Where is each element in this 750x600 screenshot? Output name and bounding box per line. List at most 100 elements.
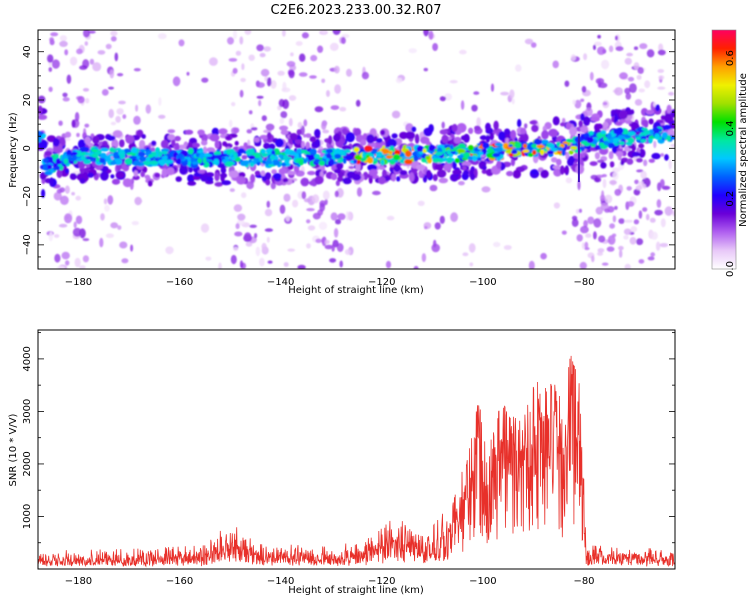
- spectrogram-ridge-blob: [258, 156, 263, 162]
- x-tick-label: −160: [166, 277, 193, 288]
- spectrogram-halo: [481, 169, 487, 175]
- spectrogram-speckle: [54, 253, 61, 263]
- spectrogram-speckle: [583, 220, 588, 228]
- spectrogram-halo: [69, 173, 77, 180]
- spectrogram-ridge-blob: [265, 159, 272, 165]
- spectrogram-halo: [337, 171, 345, 178]
- spectrogram-ridge-blob: [364, 145, 373, 152]
- spectrogram-halo: [434, 163, 444, 171]
- spectrogram-speckle: [38, 95, 46, 104]
- spectrogram-speckle: [50, 32, 59, 37]
- spectrogram-ridge-blob: [449, 144, 454, 150]
- spectrogram-ridge-blob: [494, 142, 503, 147]
- spectrogram-ridge-blob: [278, 154, 283, 158]
- spectrogram-halo: [583, 116, 591, 126]
- spectrogram-speckle: [298, 72, 308, 77]
- spectrogram-ridge-blob: [522, 149, 530, 153]
- spectrogram-speckle: [258, 99, 262, 107]
- spectrogram-ridge-blob: [527, 152, 534, 157]
- spectrogram-speckle: [655, 241, 661, 251]
- spectrogram-halo: [580, 125, 588, 133]
- spectrogram-halo: [166, 167, 175, 176]
- spectrogram-speckle: [73, 221, 77, 229]
- spectrogram-ridge-blob: [307, 154, 315, 162]
- spectrogram-speckle: [564, 80, 570, 87]
- spectrogram-speckle: [386, 215, 395, 221]
- spectrogram-halo: [115, 171, 125, 179]
- spectrogram-halo: [273, 173, 282, 180]
- spectrogram-halo: [618, 110, 628, 120]
- spectrogram-speckle: [612, 171, 619, 180]
- spectrogram-speckle: [104, 204, 110, 212]
- spectrogram-halo: [106, 135, 116, 141]
- spectrogram-speckle: [48, 231, 54, 242]
- spectrogram-speckle: [668, 91, 675, 96]
- spectrogram-halo: [631, 151, 641, 157]
- spectrogram-ridge-blob: [603, 140, 610, 146]
- spectrogram-speckle: [385, 260, 392, 269]
- spectrogram-speckle: [330, 105, 340, 110]
- spectrogram-halo: [420, 136, 430, 144]
- spectrogram-speckle: [664, 206, 673, 216]
- spectrogram-ridge-blob: [565, 138, 574, 143]
- y-tick-label: −20: [22, 186, 33, 207]
- spectrogram-halo: [141, 134, 146, 139]
- spectrogram-ridge-blob: [532, 150, 537, 155]
- spectrogram-halo: [87, 172, 94, 178]
- spectrogram-speckle: [319, 202, 326, 212]
- spectrogram-ridge-blob: [477, 157, 482, 161]
- spectrogram-speckle: [615, 46, 624, 52]
- spectrogram-speckle: [157, 33, 167, 40]
- spectrogram-ridge-blob: [425, 155, 430, 160]
- spectrogram-speckle: [231, 102, 236, 107]
- spectrogram-speckle: [515, 64, 522, 72]
- spectrogram-speckle: [239, 260, 244, 269]
- spectrogram-speckle: [121, 258, 129, 264]
- spectrogram-ridge-blob: [355, 158, 361, 165]
- x-tick-label: −180: [65, 277, 92, 288]
- spectrogram-ridge-blob: [271, 150, 276, 156]
- spectrogram-speckle: [321, 237, 325, 244]
- spectrogram-speckle: [581, 242, 585, 250]
- spectrogram-ridge-blob: [213, 151, 222, 156]
- spectrogram-halo: [315, 138, 321, 147]
- spectrogram-halo: [132, 175, 140, 181]
- spectrogram-ridge-blob: [81, 146, 90, 152]
- spectrogram-halo: [328, 135, 333, 145]
- spectrogram-ridge-blob: [110, 161, 117, 166]
- spectrogram-speckle: [324, 198, 328, 205]
- spectrogram-speckle: [572, 99, 576, 105]
- spectrogram-speckle: [578, 208, 583, 213]
- spectrogram-ridge-blob: [467, 145, 474, 151]
- spectrogram-halo: [140, 171, 145, 178]
- spectrogram-marks: [38, 30, 675, 269]
- spectrogram-speckle: [321, 30, 327, 34]
- spectrogram-halo: [541, 130, 549, 140]
- spectrogram-speckle: [310, 54, 318, 62]
- spectrogram-speckle: [227, 37, 234, 45]
- spectrogram-speckle: [103, 198, 108, 205]
- spectrogram-speckle: [234, 231, 243, 237]
- spectrogram-ridge-blob: [336, 159, 344, 163]
- spectrogram-ridge-blob: [540, 149, 545, 156]
- spectrogram-speckle: [56, 188, 63, 194]
- spectrogram-halo: [399, 170, 408, 176]
- spectrogram-halo: [265, 179, 271, 186]
- spectrogram-ridge-blob: [119, 153, 126, 160]
- spectrogram-speckle: [468, 243, 476, 253]
- y-tick-label: 2000: [22, 451, 33, 476]
- spectrogram-speckle: [100, 213, 105, 221]
- spectrogram-speckle: [598, 82, 608, 89]
- spectrogram-halo: [482, 165, 487, 171]
- spectrogram-speckle: [624, 57, 632, 65]
- spectrogram-speckle: [61, 251, 70, 260]
- spectrogram-speckle: [82, 255, 89, 263]
- spectrogram-halo: [154, 172, 161, 178]
- spectrogram-halo: [254, 170, 261, 176]
- spectrogram-ridge-blob: [224, 161, 234, 167]
- spectrogram-halo: [64, 168, 70, 174]
- spectrogram-speckle: [282, 30, 286, 37]
- spectrogram-halo: [559, 165, 565, 175]
- spectrogram-speckle: [303, 133, 307, 138]
- spectrogram-speckle: [602, 178, 607, 189]
